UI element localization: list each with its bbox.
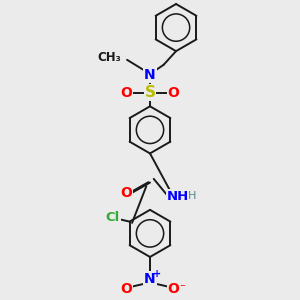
Text: H: H [188,191,196,201]
Text: O: O [168,282,179,296]
Text: N: N [144,68,156,82]
Text: O: O [168,86,179,100]
Text: +: + [153,269,161,279]
Text: CH₃: CH₃ [97,51,121,64]
Text: ⁻: ⁻ [179,283,185,293]
Text: S: S [145,85,155,100]
Text: NH: NH [167,190,189,203]
Text: O: O [121,282,132,296]
Text: O: O [121,186,132,200]
Text: Cl: Cl [106,212,120,224]
Text: N: N [144,272,156,286]
Text: O: O [121,86,132,100]
